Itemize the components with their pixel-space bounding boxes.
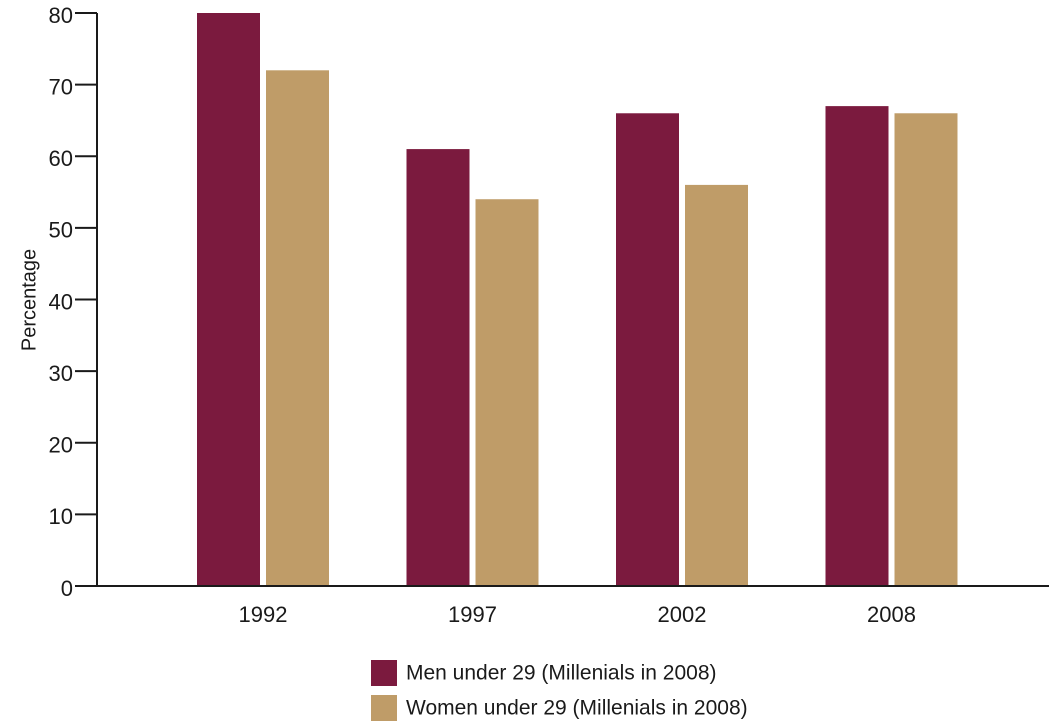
legend-label-1: Men under 29 (Millenials in 2008) (406, 662, 717, 685)
x-tick-label: 2008 (867, 602, 916, 627)
bar-2008-series-2 (894, 113, 958, 587)
y-tick-label: 20 (49, 433, 73, 458)
bar-1997-series-2 (475, 199, 539, 586)
x-tick-label: 1997 (448, 602, 497, 627)
y-axis-ticks: 0 10 20 30 40 50 60 70 80 (49, 3, 97, 601)
x-tick-label: 1992 (239, 602, 288, 627)
bar-2008-series-1 (825, 106, 889, 587)
bar-1992-series-1 (197, 13, 260, 586)
legend: Men under 29 (Millenials in 2008) Women u… (371, 660, 748, 721)
y-tick-label: 30 (49, 361, 73, 386)
bar-2002-series-1 (616, 113, 679, 587)
y-tick-label: 40 (49, 289, 73, 314)
y-tick-label: 0 (61, 576, 73, 601)
y-tick-label: 50 (49, 218, 73, 243)
bar-2002-series-2 (685, 184, 748, 586)
legend-label-2: Women under 29 (Millenials in 2008) (406, 697, 748, 720)
x-axis-labels: 1992 1997 2002 2008 (239, 602, 916, 627)
y-tick-label: 70 (49, 74, 73, 99)
y-axis-title: Percentage (18, 249, 40, 351)
y-tick-label: 10 (49, 504, 73, 529)
bar-1997-series-1 (406, 149, 470, 586)
bar-1992-series-2 (266, 70, 329, 587)
y-tick-label: 80 (49, 3, 73, 28)
legend-swatch-1 (371, 660, 397, 686)
x-tick-label: 2002 (658, 602, 707, 627)
bars (197, 13, 958, 587)
y-tick-label: 60 (49, 146, 73, 171)
legend-swatch-2 (371, 695, 397, 721)
